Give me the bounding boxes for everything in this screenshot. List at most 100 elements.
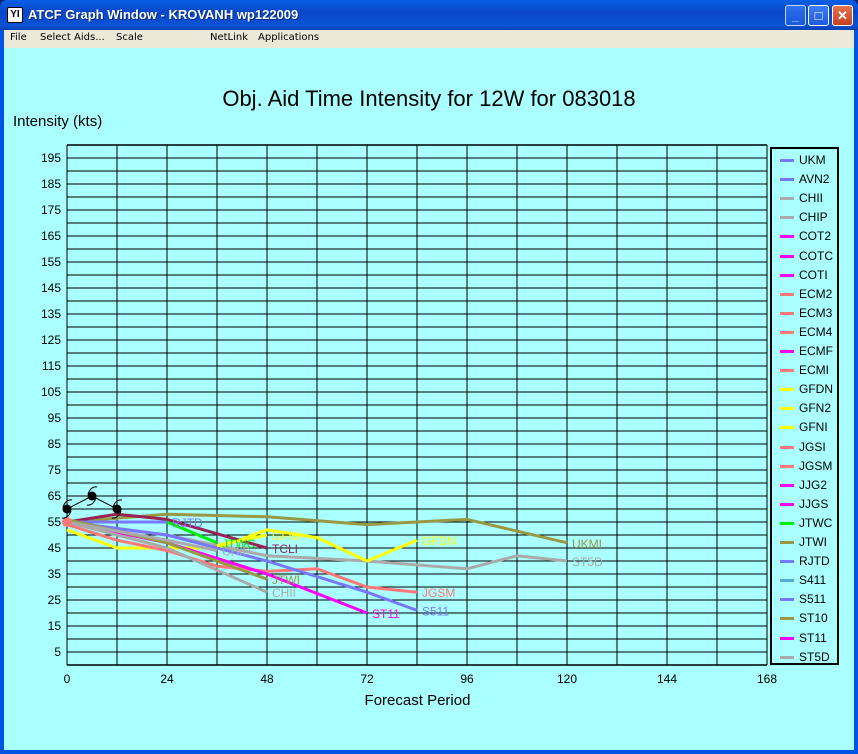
series-label: GFDN [422,534,456,548]
series-chip [66,520,218,553]
series-gfni [216,533,268,547]
menu-file[interactable]: File [10,32,27,43]
legend-item-jjgs: JJGS [772,495,837,515]
series-tcli [66,512,268,550]
legend-swatch-icon [780,579,794,583]
title-bar[interactable]: YI ATCF Graph Window - KROVANH wp122009 … [0,0,858,30]
menu-applications[interactable]: Applications [258,32,320,43]
menu-netlink[interactable]: NetLink [210,32,249,43]
legend-swatch-icon [780,464,794,468]
series-label: RJTD [172,516,203,530]
legend-swatch-icon [780,445,794,449]
legend-swatch-icon [780,216,794,220]
legend-item-ecmf: ECMF [772,342,837,362]
series-label: S511 [422,604,449,618]
legend-label: COTI [799,267,828,282]
grid [66,144,768,666]
legend-item-ecm4: ECM4 [772,323,837,343]
legend-swatch-icon [780,330,794,334]
legend-label: UKM [799,153,826,167]
legend-item-rjtd: RJTD [772,552,837,572]
legend-item-jgsm: JGSM [772,457,837,477]
legend-item-st10: ST10 [772,609,837,629]
legend-swatch-icon [780,178,794,182]
legend-label: ST10 [799,611,828,626]
typhoon-symbol-icon [87,491,97,501]
legend-item-chii: CHII [772,189,837,209]
legend-item-chip: CHIP [772,208,837,228]
legend-label: RJTD [799,554,830,569]
series-label: UKMI [572,537,602,551]
legend-swatch-icon [780,388,794,392]
series-jtwc [166,520,218,545]
legend-item-s511: S511 [772,590,837,610]
series-label: ST5D [572,555,603,569]
legend-swatch-icon [780,541,794,544]
app-icon: YI [7,7,23,23]
legend-label: CHIP [799,210,828,225]
series-label: JGSM [422,586,455,600]
legend-swatch-icon [780,560,794,564]
svg-text:48: 48 [260,672,274,686]
legend-label: ST5D [799,649,830,664]
close-button[interactable]: ✕ [832,5,853,26]
series-lines: UKMI ST5D GFDN JGSM S511 ST11 TCLI RJTD JTWC JTWI… [62,512,603,621]
svg-text:115: 115 [42,359,61,373]
legend-label: JGSI [799,439,826,454]
legend-swatch-icon [780,483,794,487]
legend-swatch-icon [780,502,794,506]
legend-label: GFN2 [799,401,832,416]
svg-text:25: 25 [48,593,62,607]
legend-swatch-icon [780,350,794,353]
legend-swatch-icon [780,235,794,239]
legend-label: AVN2 [799,172,830,187]
legend-label: ECMI [799,363,829,378]
legend-item-st5d: ST5D [772,648,837,668]
legend-label: JJGS [799,496,829,511]
svg-text:168: 168 [757,672,777,686]
svg-text:24: 24 [160,672,174,686]
legend-item-avn2: AVN2 [772,170,837,190]
svg-text:135: 135 [41,307,61,321]
series-label: CHII [272,586,296,600]
svg-text:75: 75 [48,463,62,477]
svg-text:45: 45 [48,541,62,555]
best-track [61,486,123,519]
legend-swatch-icon [780,407,794,411]
legend-item-jtwi: JTWI [772,533,837,553]
svg-text:185: 185 [41,177,61,191]
series-label: TCLI [272,542,298,556]
chart-area [4,48,854,750]
menu-scale[interactable]: Scale [116,32,143,43]
legend-swatch-icon [780,617,794,621]
legend-label: S511 [799,592,827,607]
legend-swatch-icon [780,636,794,640]
svg-text:144: 144 [657,672,677,686]
svg-text:35: 35 [48,567,62,581]
legend-item-jgsi: JGSI [772,438,837,458]
series-label: JTWC [222,537,256,551]
svg-text:96: 96 [460,672,474,686]
svg-text:120: 120 [557,672,577,686]
legend-swatch-icon [780,254,794,258]
minimize-button[interactable]: _ [785,5,806,26]
svg-text:195: 195 [41,151,61,165]
series-label: ST11 [372,607,400,621]
menu-bar: File Select Aids... Scale NetLink Applic… [4,30,854,48]
menu-select-aids[interactable]: Select Aids... [40,32,105,43]
maximize-button[interactable]: □ [808,5,829,26]
legend-item-coti: COTI [772,266,837,286]
legend-swatch-icon [780,311,794,315]
legend-item-ukm: UKM [772,151,837,171]
legend-label: JTWI [799,535,827,549]
svg-text:145: 145 [41,281,61,295]
series-s511 [66,520,418,612]
legend-swatch-icon [780,273,794,277]
legend-label: JTWC [799,515,833,530]
legend: UKM AVN2 CHII CHIP COT2 COTC COTI ECM2 ECM3 ECM4 E… [770,147,839,665]
legend-swatch-icon [780,521,794,525]
legend-item-cotc: COTC [772,247,837,267]
legend-label: ECM2 [799,286,833,301]
